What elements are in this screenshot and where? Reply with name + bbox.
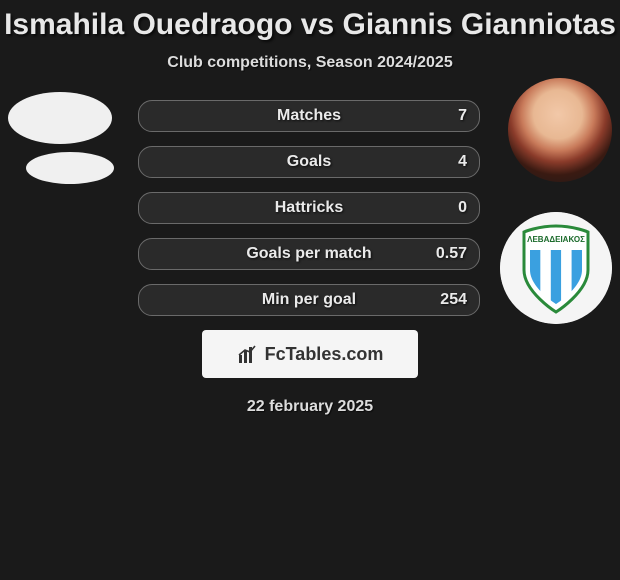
comparison-card: Ismahila Ouedraogo vs Giannis Gianniotas…: [0, 0, 620, 416]
page-subtitle: Club competitions, Season 2024/2025: [0, 54, 620, 72]
stat-label: Goals per match: [246, 245, 371, 263]
stat-label: Goals: [287, 153, 331, 171]
stat-row-hattricks: Hattricks 0: [138, 192, 480, 224]
stat-right-value: 4: [458, 153, 467, 171]
stats-stage: ΛΕΒΑΔΕΙΑΚΟΣ Matches 7 Goals 4: [0, 100, 620, 416]
club-crest-icon: ΛΕΒΑΔΕΙΑΚΟΣ: [500, 212, 612, 324]
date-label: 22 february 2025: [0, 398, 620, 416]
stat-right-value: 0.57: [436, 245, 467, 263]
stat-row-goals-per-match: Goals per match 0.57: [138, 238, 480, 270]
stat-right-value: 254: [440, 291, 467, 309]
stat-row-min-per-goal: Min per goal 254: [138, 284, 480, 316]
source-logo-text: FcTables.com: [265, 344, 384, 365]
page-title: Ismahila Ouedraogo vs Giannis Gianniotas: [0, 8, 620, 42]
stat-bars: Matches 7 Goals 4 Hattricks 0 Goals per …: [138, 100, 480, 316]
club-right-avatar: ΛΕΒΑΔΕΙΑΚΟΣ: [500, 212, 612, 324]
source-logo: FcTables.com: [202, 330, 418, 378]
stat-right-value: 0: [458, 199, 467, 217]
bar-chart-icon: [237, 343, 259, 365]
club-left-avatar: [26, 152, 114, 184]
player-right-avatar: [508, 78, 612, 182]
stat-label: Matches: [277, 107, 341, 125]
stat-label: Hattricks: [275, 199, 343, 217]
stat-label: Min per goal: [262, 291, 356, 309]
stat-right-value: 7: [458, 107, 467, 125]
svg-text:ΛΕΒΑΔΕΙΑΚΟΣ: ΛΕΒΑΔΕΙΑΚΟΣ: [527, 235, 585, 244]
stat-row-matches: Matches 7: [138, 100, 480, 132]
player-left-avatar: [8, 92, 112, 144]
stat-row-goals: Goals 4: [138, 146, 480, 178]
